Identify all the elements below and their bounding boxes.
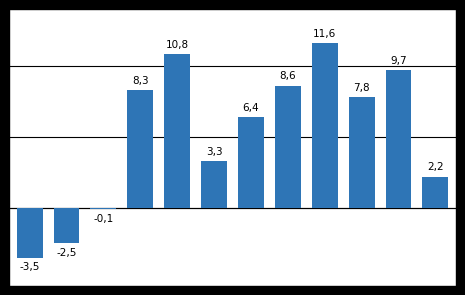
Bar: [238, 117, 264, 208]
Bar: [201, 161, 227, 208]
Bar: [275, 86, 301, 208]
Bar: [17, 208, 42, 258]
Bar: [127, 90, 153, 208]
Text: -2,5: -2,5: [56, 248, 77, 258]
Text: 9,7: 9,7: [390, 56, 407, 66]
Text: 3,3: 3,3: [206, 147, 222, 157]
Text: 6,4: 6,4: [243, 103, 259, 113]
Text: 10,8: 10,8: [166, 40, 189, 50]
Bar: [423, 177, 448, 208]
Text: 7,8: 7,8: [353, 83, 370, 93]
Text: 2,2: 2,2: [427, 162, 444, 172]
Bar: [91, 208, 116, 209]
Bar: [164, 54, 190, 208]
Bar: [349, 97, 374, 208]
Text: -0,1: -0,1: [93, 214, 113, 224]
Bar: [385, 70, 412, 208]
Text: 11,6: 11,6: [313, 29, 336, 39]
Bar: [312, 43, 338, 208]
Text: 8,6: 8,6: [279, 71, 296, 81]
Text: -3,5: -3,5: [20, 262, 40, 272]
Bar: [53, 208, 80, 243]
Text: 8,3: 8,3: [132, 76, 149, 86]
